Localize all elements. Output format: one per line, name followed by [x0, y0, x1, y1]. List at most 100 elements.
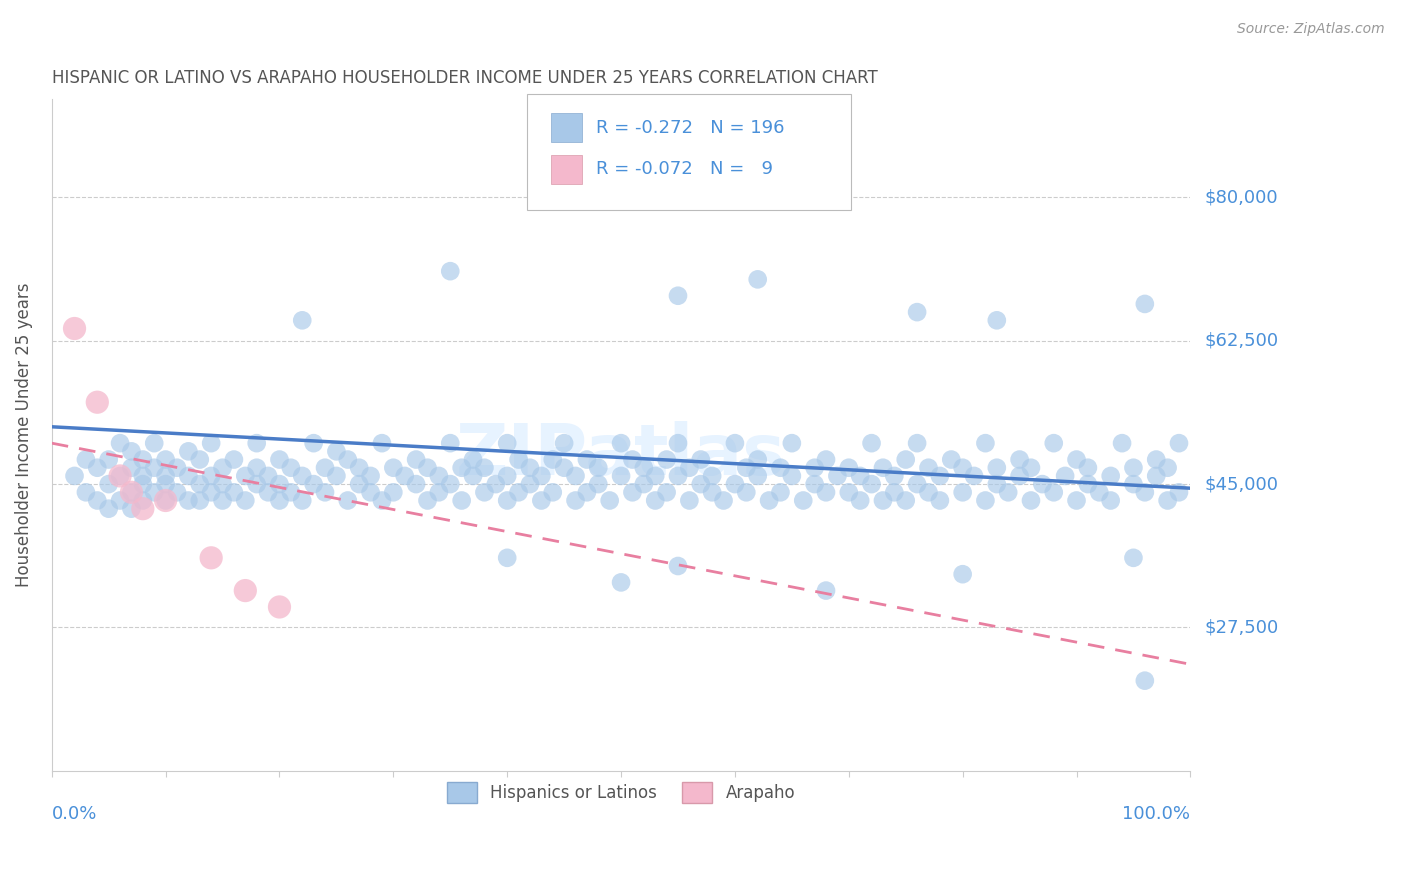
- Point: [405, 452, 427, 467]
- Point: [633, 477, 655, 491]
- Point: [120, 501, 142, 516]
- Point: [347, 460, 370, 475]
- Point: [803, 477, 825, 491]
- Point: [952, 460, 974, 475]
- Point: [461, 452, 484, 467]
- Point: [872, 460, 894, 475]
- Point: [269, 477, 291, 491]
- Point: [485, 477, 508, 491]
- Point: [530, 469, 553, 483]
- Point: [155, 452, 177, 467]
- Point: [1042, 485, 1064, 500]
- Point: [541, 485, 564, 500]
- Point: [314, 485, 336, 500]
- Point: [371, 436, 394, 450]
- Point: [1144, 452, 1167, 467]
- Point: [120, 460, 142, 475]
- Point: [280, 485, 302, 500]
- Point: [917, 460, 939, 475]
- Point: [450, 460, 472, 475]
- Point: [75, 452, 97, 467]
- Point: [894, 493, 917, 508]
- Point: [1099, 493, 1122, 508]
- Legend: Hispanics or Latinos, Arapaho: Hispanics or Latinos, Arapaho: [440, 776, 801, 809]
- Point: [610, 436, 633, 450]
- Point: [780, 469, 803, 483]
- Point: [336, 493, 359, 508]
- Point: [905, 477, 928, 491]
- Point: [928, 469, 950, 483]
- Point: [496, 550, 519, 565]
- Point: [257, 485, 280, 500]
- Point: [1133, 297, 1156, 311]
- Point: [747, 469, 769, 483]
- Text: 100.0%: 100.0%: [1122, 805, 1191, 823]
- Point: [928, 493, 950, 508]
- Point: [314, 460, 336, 475]
- Point: [621, 452, 644, 467]
- Point: [1066, 452, 1088, 467]
- Point: [371, 493, 394, 508]
- Point: [108, 436, 131, 450]
- Point: [530, 493, 553, 508]
- Point: [143, 485, 166, 500]
- Text: $45,000: $45,000: [1205, 475, 1278, 493]
- Point: [108, 493, 131, 508]
- Point: [883, 485, 905, 500]
- Text: ZIPatlas: ZIPatlas: [456, 421, 786, 490]
- Point: [188, 452, 211, 467]
- Point: [246, 436, 269, 450]
- Point: [97, 501, 120, 516]
- Point: [894, 452, 917, 467]
- Point: [416, 460, 439, 475]
- Point: [269, 493, 291, 508]
- Text: 0.0%: 0.0%: [52, 805, 97, 823]
- Point: [416, 493, 439, 508]
- Point: [883, 469, 905, 483]
- Point: [599, 493, 621, 508]
- Point: [269, 599, 291, 614]
- Point: [120, 444, 142, 458]
- Point: [621, 485, 644, 500]
- Point: [200, 469, 222, 483]
- Point: [222, 452, 245, 467]
- Point: [747, 272, 769, 286]
- Point: [666, 289, 689, 303]
- Point: [814, 485, 837, 500]
- Point: [803, 460, 825, 475]
- Point: [644, 493, 666, 508]
- Point: [678, 460, 700, 475]
- Point: [655, 452, 678, 467]
- Point: [246, 460, 269, 475]
- Point: [132, 452, 155, 467]
- Point: [689, 452, 711, 467]
- Text: $80,000: $80,000: [1205, 188, 1278, 206]
- Point: [222, 485, 245, 500]
- Point: [233, 493, 256, 508]
- Point: [132, 477, 155, 491]
- Point: [952, 567, 974, 582]
- Point: [838, 460, 860, 475]
- Point: [849, 469, 872, 483]
- Point: [588, 460, 610, 475]
- Point: [588, 477, 610, 491]
- Point: [474, 485, 496, 500]
- Point: [564, 469, 586, 483]
- Point: [166, 460, 188, 475]
- Point: [291, 469, 314, 483]
- Point: [952, 485, 974, 500]
- Point: [1019, 460, 1042, 475]
- Point: [63, 321, 86, 335]
- Point: [1133, 673, 1156, 688]
- Point: [302, 477, 325, 491]
- Point: [382, 460, 405, 475]
- Point: [553, 460, 575, 475]
- Point: [427, 485, 450, 500]
- Point: [974, 436, 997, 450]
- Point: [814, 452, 837, 467]
- Point: [86, 493, 108, 508]
- Point: [233, 583, 256, 598]
- Point: [132, 501, 155, 516]
- Point: [1168, 436, 1191, 450]
- Point: [382, 485, 405, 500]
